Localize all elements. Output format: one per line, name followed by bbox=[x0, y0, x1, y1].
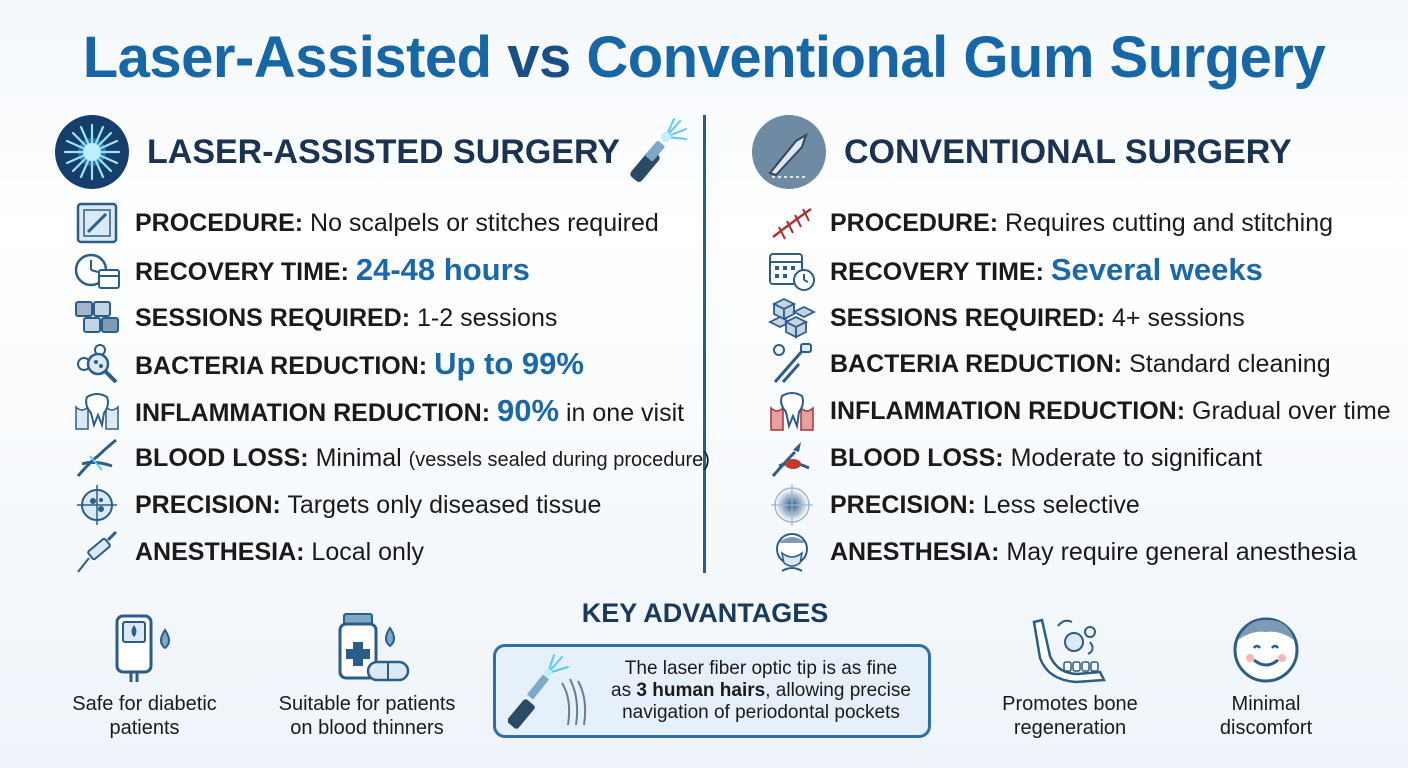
masked-patient-icon bbox=[768, 529, 816, 575]
conventional-heading: CONVENTIONAL SURGERY bbox=[844, 132, 1292, 171]
bacteria-magnifier-icon bbox=[73, 341, 121, 387]
advantage-bone-regeneration: Promotes bone regeneration bbox=[985, 612, 1155, 740]
laser-burst-icon bbox=[55, 115, 129, 189]
scalpel-icon bbox=[752, 115, 826, 189]
blurry-target-icon bbox=[768, 482, 816, 528]
laser-row-sessions: SESSIONS REQUIRED: 1-2 sessions bbox=[73, 295, 557, 341]
smiling-face-icon bbox=[1190, 612, 1342, 684]
sessions-icon bbox=[73, 295, 121, 341]
conventional-row-anesthesia: ANESTHESIA: May require general anesthes… bbox=[768, 529, 1357, 575]
conventional-row-blood-loss: BLOOD LOSS: Moderate to significant bbox=[768, 435, 1262, 481]
conventional-row-bacteria: BACTERIA REDUCTION: Standard cleaning bbox=[768, 341, 1331, 387]
jaw-bone-icon bbox=[985, 612, 1155, 684]
laser-fiber-icon bbox=[630, 115, 690, 190]
stitches-icon bbox=[768, 200, 816, 246]
conventional-row-procedure: PROCEDURE: Requires cutting and stitchin… bbox=[768, 200, 1333, 246]
key-advantages-text: The laser fiber optic tip is as fine as … bbox=[611, 658, 911, 723]
page-title: Laser-Assisted vs Conventional Gum Surge… bbox=[82, 25, 1326, 90]
clock-calendar-icon bbox=[73, 247, 121, 293]
laser-column-header: LASER-ASSISTED SURGERY bbox=[55, 115, 690, 189]
conventional-row-sessions: SESSIONS REQUIRED: 4+ sessions bbox=[768, 295, 1245, 341]
conventional-row-precision: PRECISION: Less selective bbox=[768, 482, 1140, 528]
advantage-minimal-discomfort: Minimal discomfort bbox=[1190, 612, 1342, 740]
conventional-row-inflammation: INFLAMMATION REDUCTION: Gradual over tim… bbox=[768, 388, 1391, 434]
laser-row-bacteria: BACTERIA REDUCTION: Up to 99% bbox=[73, 341, 584, 387]
procedure-icon bbox=[73, 200, 121, 246]
laser-fiber-tip-icon bbox=[507, 649, 588, 734]
laser-heading: LASER-ASSISTED SURGERY bbox=[147, 132, 620, 171]
tooth-icon bbox=[73, 388, 121, 434]
calendar-clock-icon bbox=[768, 247, 816, 293]
laser-row-blood-loss: BLOOD LOSS: Minimal (vessels sealed duri… bbox=[73, 435, 710, 481]
syringe-icon bbox=[73, 529, 121, 575]
cubes-icon bbox=[768, 295, 816, 341]
key-advantages-box: The laser fiber optic tip is as fine as … bbox=[493, 644, 931, 738]
target-icon bbox=[73, 482, 121, 528]
key-advantages-title: KEY ADVANTAGES bbox=[581, 598, 829, 628]
advantage-blood-thinners: Suitable for patients on blood thinners bbox=[262, 612, 472, 740]
laser-row-inflammation: INFLAMMATION REDUCTION: 90% in one visit bbox=[73, 388, 684, 434]
conventional-row-recovery: RECOVERY TIME: Several weeks bbox=[768, 247, 1263, 293]
glucose-meter-icon bbox=[52, 612, 237, 684]
laser-row-anesthesia: ANESTHESIA: Local only bbox=[73, 529, 424, 575]
inflamed-tooth-icon bbox=[768, 388, 816, 434]
medicine-bottle-icon bbox=[262, 612, 472, 684]
bleeding-cut-icon bbox=[768, 435, 816, 481]
sealed-vessel-icon bbox=[73, 435, 121, 481]
laser-row-procedure: PROCEDURE: No scalpels or stitches requi… bbox=[73, 200, 659, 246]
conventional-column-header: CONVENTIONAL SURGERY bbox=[752, 115, 1292, 189]
advantage-diabetic: Safe for diabetic patients bbox=[52, 612, 237, 740]
laser-row-precision: PRECISION: Targets only diseased tissue bbox=[73, 482, 601, 528]
column-divider bbox=[703, 115, 706, 573]
cleaning-tools-icon bbox=[768, 341, 816, 387]
laser-row-recovery: RECOVERY TIME: 24-48 hours bbox=[73, 247, 530, 293]
